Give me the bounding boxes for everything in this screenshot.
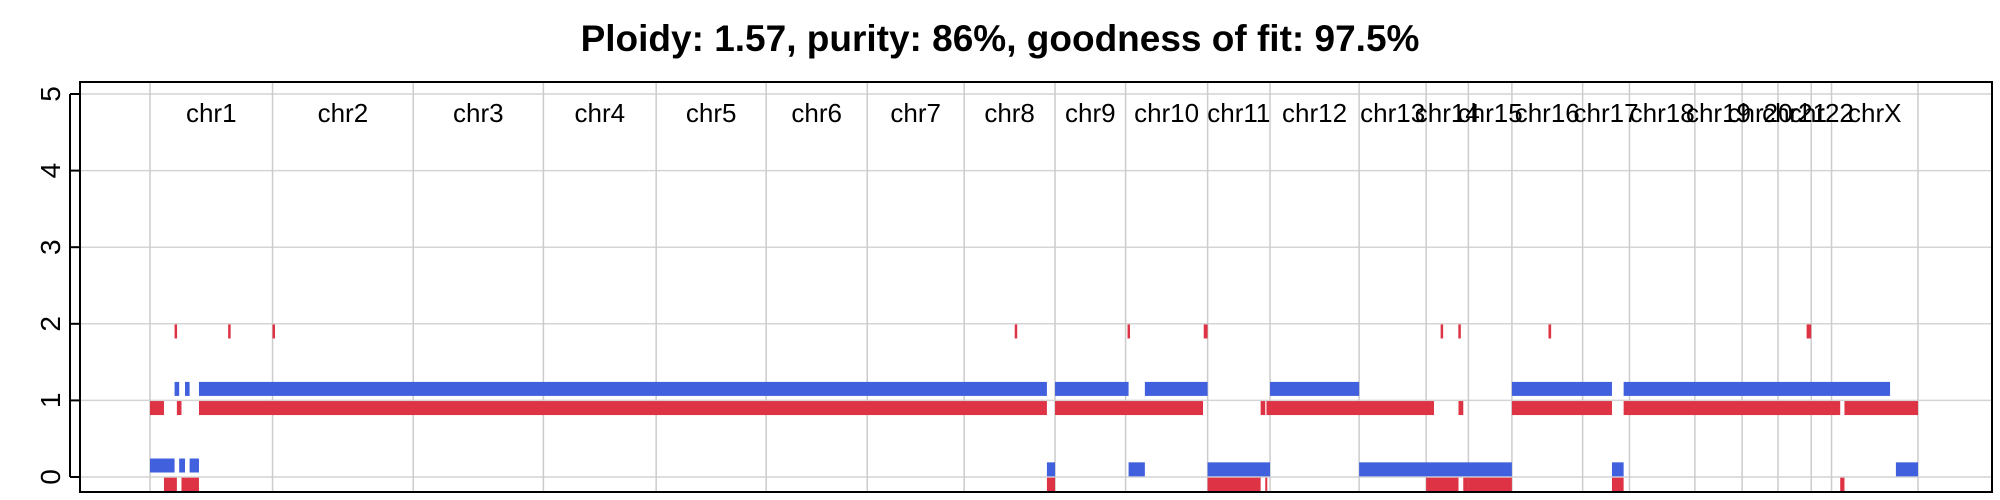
copy-number-segment bbox=[1055, 381, 1129, 396]
copy-number-segment bbox=[1511, 401, 1612, 416]
chromosome-label: chr15 bbox=[1458, 98, 1523, 128]
y-tick-label: 3 bbox=[35, 239, 66, 255]
chromosome-label: chr17 bbox=[1574, 98, 1639, 128]
copy-number-segment bbox=[1895, 462, 1918, 477]
copy-number-segment bbox=[150, 401, 164, 416]
copy-number-segment bbox=[1463, 477, 1469, 492]
copy-number-segment bbox=[1440, 324, 1444, 339]
grid-layer bbox=[80, 93, 1992, 478]
copy-number-segment bbox=[1458, 324, 1461, 339]
copy-number-segment bbox=[189, 458, 199, 473]
copy-number-segment bbox=[198, 381, 1047, 396]
y-tick-label: 1 bbox=[35, 393, 66, 409]
copy-number-segment bbox=[1831, 401, 1841, 416]
copy-number-segment bbox=[1046, 477, 1056, 492]
copy-number-segments bbox=[150, 324, 1918, 492]
copy-number-segment bbox=[1623, 401, 1832, 416]
copy-number-segment bbox=[1014, 324, 1018, 339]
copy-number-segment bbox=[1046, 462, 1056, 477]
chromosome-label: chr22 bbox=[1789, 98, 1854, 128]
copy-number-segment bbox=[198, 401, 1047, 416]
copy-number-segment bbox=[1203, 324, 1208, 339]
copy-number-segment bbox=[1548, 324, 1552, 339]
y-tick-label: 5 bbox=[35, 86, 66, 102]
copy-number-segment bbox=[1458, 401, 1464, 416]
chromosome-label: chr12 bbox=[1282, 98, 1347, 128]
chromosome-label: chr2 bbox=[318, 98, 369, 128]
copy-number-segment bbox=[1511, 381, 1612, 396]
y-axis: 0 1 2 3 4 5 bbox=[35, 86, 80, 485]
chart-title: Ploidy: 1.57, purity: 86%, goodness of f… bbox=[580, 18, 1420, 59]
copy-number-segment bbox=[1431, 401, 1434, 416]
copy-number-segment bbox=[1055, 401, 1204, 416]
chromosome-label: chr20 bbox=[1728, 98, 1793, 128]
chromosome-label: chrX bbox=[1848, 98, 1901, 128]
chromosome-label: chr19 bbox=[1686, 98, 1751, 128]
chromosome-label: chr8 bbox=[984, 98, 1035, 128]
copy-number-segment bbox=[181, 477, 199, 492]
y-tick-label: 4 bbox=[35, 163, 66, 179]
chromosome-label: chr11 bbox=[1207, 98, 1270, 128]
chromosome-label: chr14 bbox=[1415, 98, 1480, 128]
copy-number-segment bbox=[228, 324, 231, 339]
copy-number-segment bbox=[150, 458, 175, 473]
copy-number-segment bbox=[1840, 477, 1845, 492]
chromosome-label: chr10 bbox=[1134, 98, 1199, 128]
y-tick-label: 0 bbox=[35, 469, 66, 485]
copy-number-segment bbox=[1844, 401, 1918, 416]
chromosome-label: chr5 bbox=[686, 98, 737, 128]
copy-number-segment bbox=[185, 381, 190, 396]
copy-number-segment bbox=[1207, 477, 1261, 492]
copy-number-segment bbox=[174, 381, 180, 396]
copy-number-segment bbox=[1611, 462, 1624, 477]
copy-number-segment bbox=[1270, 381, 1360, 396]
chromosome-label: chr21 bbox=[1762, 98, 1827, 128]
copy-number-segment bbox=[1266, 401, 1432, 416]
copy-number-segment bbox=[1623, 381, 1891, 396]
copy-number-segment bbox=[179, 458, 186, 473]
plot-frame bbox=[79, 81, 1993, 493]
chromosome-label: chr18 bbox=[1630, 98, 1695, 128]
chromosome-label: chr9 bbox=[1065, 98, 1116, 128]
chromosome-labels: chr1 chr2 chr3 chr4 chr5 chr6 chr7 chr8 chr9 chr1… bbox=[186, 98, 1902, 128]
chromosome-label: chr4 bbox=[574, 98, 625, 128]
chromosome-label: chr3 bbox=[453, 98, 504, 128]
copy-number-segment bbox=[1611, 477, 1624, 492]
copy-number-segment bbox=[1127, 324, 1131, 339]
chromosome-label: chr6 bbox=[791, 98, 842, 128]
copy-number-segment bbox=[1265, 477, 1268, 492]
copy-number-segment bbox=[176, 401, 182, 416]
copy-number-segment bbox=[1207, 462, 1271, 477]
y-tick-label: 2 bbox=[35, 316, 66, 332]
copy-number-segment bbox=[1806, 324, 1812, 339]
chromosome-lines bbox=[149, 82, 1919, 492]
copy-number-segment bbox=[1468, 477, 1512, 492]
copy-number-segment bbox=[174, 324, 178, 339]
copy-number-segment bbox=[1426, 477, 1459, 492]
copy-number-segment bbox=[1260, 401, 1266, 416]
chromosome-label: chr13 bbox=[1360, 98, 1425, 128]
copy-number-segment bbox=[1359, 462, 1512, 477]
copy-number-segment bbox=[1144, 381, 1208, 396]
chromosome-label: chr1 bbox=[186, 98, 237, 128]
copy-number-segment bbox=[163, 477, 177, 492]
chromosome-label: chr7 bbox=[890, 98, 941, 128]
copy-number-segment bbox=[272, 324, 276, 339]
copy-number-segment bbox=[1128, 462, 1145, 477]
chromosome-label: chr16 bbox=[1515, 98, 1580, 128]
